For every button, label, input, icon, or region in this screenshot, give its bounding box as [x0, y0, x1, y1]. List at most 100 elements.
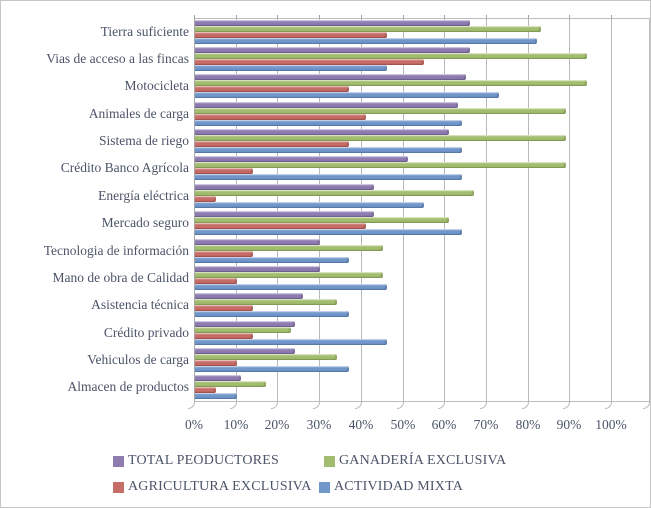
bar	[195, 321, 295, 327]
bar	[195, 305, 253, 311]
gridline-foot-hook	[522, 401, 529, 409]
gridline	[569, 18, 570, 401]
gridline-foot-hook	[643, 401, 650, 409]
gridline	[361, 18, 362, 401]
bar	[195, 354, 337, 360]
value-axis-line	[194, 18, 195, 401]
bar	[195, 299, 337, 305]
legend-swatch	[319, 481, 330, 493]
gridline-top-tick	[361, 15, 362, 18]
tick-label: 100%	[595, 417, 627, 432]
bar	[195, 59, 424, 65]
legend-label: GANADERÍA EXCLUSIVA	[339, 453, 507, 468]
bar	[195, 38, 537, 44]
bar	[195, 108, 566, 114]
bar	[195, 120, 462, 126]
category-label: Vias de acceso a las fincas	[46, 51, 189, 66]
bar	[195, 86, 349, 92]
bar	[195, 266, 320, 272]
bar	[195, 339, 387, 345]
gridline-foot-hook	[313, 401, 320, 409]
tick-label: 60%	[431, 417, 457, 432]
bar	[195, 348, 295, 354]
tick-label: 40%	[348, 417, 374, 432]
legend-item: ACTIVIDAD MIXTA	[319, 479, 463, 495]
category-label: Crédito privado	[103, 325, 189, 340]
bar	[195, 184, 374, 190]
category-label: Motocicleta	[124, 78, 189, 93]
gridline-top-tick	[569, 15, 570, 18]
gridline-foot-hook	[438, 401, 445, 409]
bar	[195, 92, 499, 98]
bar	[195, 387, 216, 393]
gridline	[277, 18, 278, 401]
bar	[195, 135, 566, 141]
bar	[195, 20, 470, 26]
bar	[195, 393, 237, 399]
tick-label: 10%	[223, 417, 249, 432]
bar	[195, 272, 383, 278]
legend-label: TOTAL PEODUCTORES	[128, 453, 279, 468]
bar	[195, 47, 470, 53]
gridline-foot-hook	[271, 401, 278, 409]
legend-item: AGRICULTURA EXCLUSIVA	[113, 479, 312, 495]
bar	[195, 381, 266, 387]
legend-swatch	[113, 455, 124, 467]
category-label: Energía eléctrica	[98, 188, 189, 203]
gridline-top-tick	[277, 15, 278, 18]
tick-label: 30%	[306, 417, 332, 432]
bar	[195, 114, 366, 120]
bar	[195, 190, 474, 196]
gridline-top-tick	[486, 15, 487, 18]
category-label: Tierra suficiente	[100, 24, 189, 39]
tick-label: 20%	[264, 417, 290, 432]
bar	[195, 278, 237, 284]
gridline-top-tick	[528, 15, 529, 18]
bar	[195, 366, 349, 372]
gridline	[611, 18, 612, 401]
bar	[195, 162, 566, 168]
bar	[195, 174, 462, 180]
tick-label: 90%	[556, 417, 582, 432]
tick-label: 50%	[390, 417, 416, 432]
bar	[195, 327, 291, 333]
bar	[195, 26, 541, 32]
bar	[195, 229, 462, 235]
gridline	[403, 18, 404, 401]
bar	[195, 333, 253, 339]
bar	[195, 223, 366, 229]
bar	[195, 141, 349, 147]
category-label: Crédito Banco Agrícola	[60, 160, 189, 175]
gridline	[236, 18, 237, 401]
gridline-foot-hook	[188, 401, 195, 409]
gridline-top-tick	[194, 15, 195, 18]
bar	[195, 311, 349, 317]
gridline	[528, 18, 529, 401]
bar	[195, 32, 387, 38]
gridline-foot-hook	[397, 401, 404, 409]
bar	[195, 53, 587, 59]
bar	[195, 217, 449, 223]
legend-label: AGRICULTURA EXCLUSIVA	[128, 479, 312, 494]
legend-swatch	[113, 481, 124, 493]
category-label: Almacen de productos	[67, 379, 189, 394]
category-axis-line	[194, 401, 649, 402]
gridline-top-tick	[403, 15, 404, 18]
legend-item: TOTAL PEODUCTORES	[113, 453, 279, 469]
tick-label: 0%	[185, 417, 203, 432]
tick-label: 70%	[473, 417, 499, 432]
tick-label: 80%	[515, 417, 541, 432]
bar	[195, 251, 253, 257]
bar	[195, 129, 449, 135]
gridline-top-tick	[319, 15, 320, 18]
bar	[195, 257, 349, 263]
gridline-foot-hook	[480, 401, 487, 409]
bar	[195, 156, 408, 162]
gridline-foot-hook	[605, 401, 612, 409]
category-label: Vehiculos de carga	[87, 352, 189, 367]
gridline-foot-hook	[230, 401, 237, 409]
legend-item: GANADERÍA EXCLUSIVA	[324, 453, 506, 469]
category-label: Sistema de riego	[99, 133, 189, 148]
gridline	[486, 18, 487, 401]
